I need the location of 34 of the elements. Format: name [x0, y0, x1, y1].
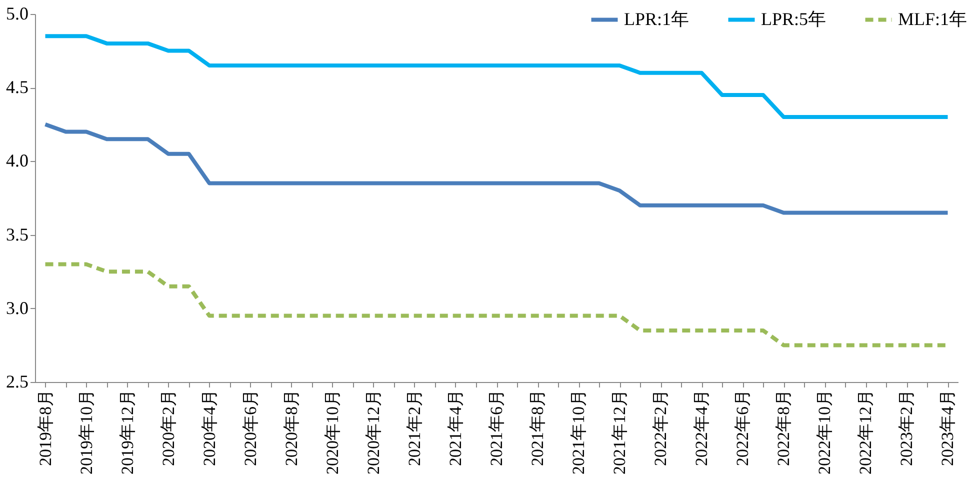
y-tick-label: 4.5 — [6, 77, 28, 98]
x-tick-label: 2021年10月 — [569, 390, 588, 474]
x-tick-label: 2022年6月 — [733, 390, 752, 466]
y-tick-label: 2.5 — [6, 372, 28, 392]
x-tick-label: 2019年8月 — [36, 390, 55, 466]
line-series — [43, 34, 950, 120]
x-tick-label: 2022年8月 — [774, 390, 794, 466]
x-tick-label: 2023年2月 — [897, 390, 916, 466]
x-tick-label: 2021年8月 — [528, 390, 548, 466]
x-tick-label: 2022年10月 — [815, 390, 834, 474]
x-tick-label: 2020年4月 — [200, 390, 219, 466]
x-tick-label: 2022年12月 — [856, 390, 876, 474]
x-tick-label: 2019年10月 — [76, 390, 96, 474]
x-tick-label: 2020年10月 — [322, 390, 342, 474]
y-tick-label: 5.0 — [6, 4, 28, 24]
y-tick-label: 4.0 — [6, 150, 28, 171]
line-series — [43, 122, 950, 215]
x-tick-label: 2021年2月 — [404, 390, 424, 466]
y-tick-label: 3.0 — [6, 298, 28, 318]
x-tick-label: 2021年4月 — [446, 390, 465, 466]
x-tick-label: 2021年6月 — [487, 390, 506, 466]
x-tick-label: 2020年6月 — [240, 390, 260, 466]
legend-label: MLF:1年 — [898, 8, 968, 29]
x-tick-label: 2021年12月 — [610, 390, 630, 474]
legend-label: LPR:5年 — [761, 8, 826, 29]
x-tick-label: 2020年12月 — [364, 390, 383, 474]
x-tick-label: 2020年2月 — [158, 390, 178, 466]
x-tick-label: 2019年12月 — [118, 390, 137, 474]
x-tick-label: 2022年4月 — [692, 390, 712, 466]
x-tick-label: 2023年4月 — [938, 390, 958, 466]
y-tick-label: 3.5 — [6, 224, 28, 244]
legend-label: LPR:1年 — [624, 8, 690, 29]
x-tick-label: 2020年8月 — [282, 390, 301, 466]
x-tick-label: 2022年2月 — [651, 390, 670, 466]
